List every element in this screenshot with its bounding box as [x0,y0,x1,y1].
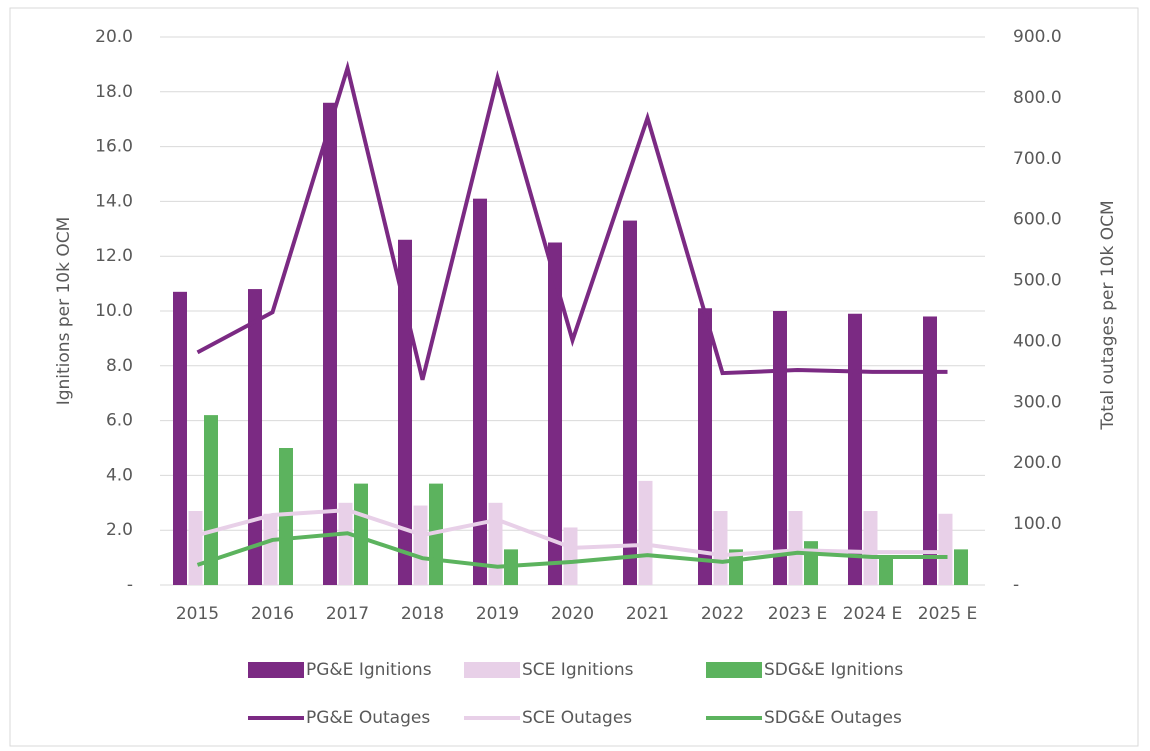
bar [954,549,968,585]
y-tick-label: 18.0 [95,82,133,102]
y2-tick-label: 200.0 [1013,453,1062,473]
legend-label: SDG&E Outages [764,708,902,728]
bar [879,557,893,585]
y2-tick-label: 100.0 [1013,514,1062,534]
bar [548,242,562,585]
y2-tick-label: 400.0 [1013,331,1062,351]
legend-label: SDG&E Ignitions [764,660,903,680]
bar [923,316,937,585]
y2-tick-label: - [1013,575,1019,595]
x-tick-label: 2018 [401,604,444,624]
x-tick-label: 2015 [176,604,219,624]
y-tick-label: - [127,575,133,595]
line-series [196,531,948,569]
chart-frame [9,7,1139,747]
bar [204,415,218,585]
bar [863,511,878,585]
legend-label: PG&E Ignitions [306,660,432,680]
bar [488,502,503,585]
bar [698,308,712,585]
bar [788,511,803,585]
bar [263,513,278,585]
legend-swatch [464,662,520,678]
x-tick-label: 2017 [326,604,369,624]
legend-label: SCE Ignitions [522,660,634,680]
bar [713,511,728,585]
y2-axis-title: Total outages per 10k OCM [1098,200,1118,430]
y2-tick-label: 300.0 [1013,392,1062,412]
x-tick-label: 2025 E [918,604,977,624]
y-tick-label: 16.0 [95,137,133,157]
bar [623,220,637,585]
y2-tick-label: 700.0 [1013,149,1062,169]
y-tick-label: 2.0 [106,520,133,540]
bar [279,448,293,585]
bar [638,480,653,585]
x-tick-label: 2019 [476,604,519,624]
bar [173,291,187,585]
y-tick-label: 12.0 [95,246,133,266]
bar [354,483,368,585]
y-axis-title: Ignitions per 10k OCM [54,217,74,406]
y-tick-label: 4.0 [106,465,133,485]
bar [848,313,862,585]
legend-label: PG&E Outages [306,708,430,728]
bar [563,527,578,585]
bar [473,198,487,585]
bar [413,505,428,585]
y2-tick-label: 600.0 [1013,210,1062,230]
x-tick-label: 2016 [251,604,294,624]
y-tick-label: 6.0 [106,411,133,431]
x-tick-label: 2022 [701,604,744,624]
y2-tick-label: 500.0 [1013,271,1062,291]
legend-swatch [248,662,304,678]
y2-tick-label: 800.0 [1013,88,1062,108]
bar [323,102,337,585]
bar [804,541,818,585]
bar [188,511,203,585]
legend-label: SCE Outages [522,708,632,728]
x-tick-label: 2020 [551,604,594,624]
x-tick-label: 2021 [626,604,669,624]
y-tick-label: 20.0 [95,27,133,47]
y2-tick-label: 900.0 [1013,27,1062,47]
line-series [196,60,948,381]
y-tick-label: 10.0 [95,301,133,321]
bar [338,502,353,585]
legend-swatch [706,662,762,678]
line-series [196,508,948,558]
bar [248,289,262,585]
x-tick-label: 2023 E [768,604,827,624]
bar [938,513,953,585]
y-tick-label: 8.0 [106,356,133,376]
x-tick-label: 2024 E [843,604,902,624]
y-tick-label: 14.0 [95,191,133,211]
bar [773,311,787,585]
